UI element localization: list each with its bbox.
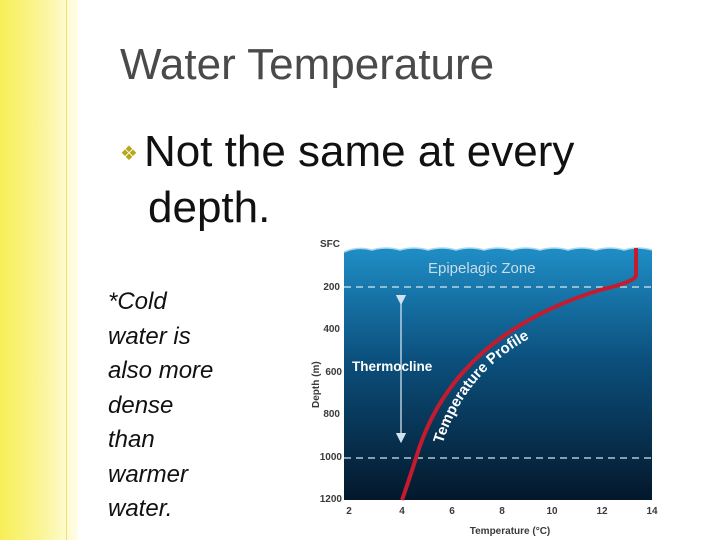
surface-tick-label: SFC bbox=[320, 239, 340, 250]
slide-title: Water Temperature bbox=[120, 40, 495, 89]
temperature-tick-label: 12 bbox=[596, 506, 608, 517]
epipelagic-zone-label: Epipelagic Zone bbox=[428, 260, 536, 277]
depth-tick-label: 600 bbox=[325, 367, 342, 378]
temperature-tick-label: 14 bbox=[646, 506, 658, 517]
bullet-line-2: depth. bbox=[148, 183, 271, 233]
depth-tick-label: 800 bbox=[323, 409, 340, 420]
water-column bbox=[344, 248, 652, 500]
temperature-profile-curve bbox=[400, 248, 638, 501]
main-bullet: ❖ Not the same at every depth. bbox=[120, 125, 680, 235]
note-line: than bbox=[108, 426, 155, 453]
thermocline-label: Thermocline bbox=[352, 359, 433, 374]
ocean-temperature-diagram: Epipelagic Zone Thermocline Temperature … bbox=[306, 232, 666, 540]
temperature-tick-label: 4 bbox=[399, 506, 405, 517]
temperature-tick-label: 10 bbox=[546, 506, 558, 517]
temperature-axis-title: Temperature (°C) bbox=[470, 526, 551, 537]
sea-surface-line bbox=[343, 247, 653, 253]
decorative-side-strip bbox=[0, 0, 78, 540]
note-line: water. bbox=[108, 495, 173, 522]
depth-tick-label: 400 bbox=[323, 324, 340, 335]
bullet-line-1: Not the same at every bbox=[143, 127, 575, 176]
note-line: *Cold bbox=[108, 288, 167, 315]
depth-tick-label: 200 bbox=[323, 282, 340, 293]
note-line: warmer bbox=[108, 460, 189, 488]
depth-axis-title: Depth (m) bbox=[311, 361, 322, 408]
temperature-tick-label: 6 bbox=[449, 506, 455, 517]
fancy-bullet-icon: ❖ bbox=[120, 143, 138, 166]
note-line: dense bbox=[108, 391, 174, 419]
depth-tick-label: 1200 bbox=[320, 494, 343, 505]
temperature-tick-label: 2 bbox=[346, 506, 352, 517]
temperature-tick-label: 8 bbox=[499, 506, 505, 517]
note-line: also more bbox=[108, 357, 214, 384]
note-line: water is bbox=[108, 322, 191, 350]
density-note: *Cold water is also more dense than warm… bbox=[108, 285, 248, 527]
depth-tick-label: 1000 bbox=[320, 452, 343, 463]
